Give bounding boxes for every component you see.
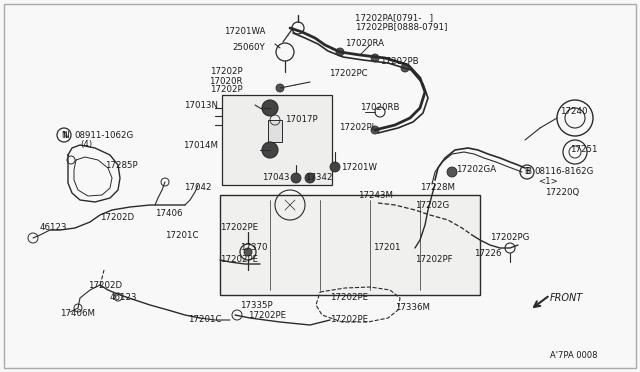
Text: 17202PF: 17202PF: [415, 256, 452, 264]
Text: 46123: 46123: [110, 294, 138, 302]
Text: 17336M: 17336M: [395, 304, 430, 312]
Text: FRONT: FRONT: [550, 293, 583, 303]
Text: 17017P: 17017P: [285, 115, 317, 125]
Text: 17251: 17251: [570, 145, 598, 154]
Text: B: B: [524, 167, 529, 176]
Text: 17220Q: 17220Q: [545, 189, 579, 198]
Text: A'7PA 0008: A'7PA 0008: [550, 350, 598, 359]
Text: 17020RB: 17020RB: [360, 103, 399, 112]
Text: 17201WA: 17201WA: [223, 28, 265, 36]
Circle shape: [244, 248, 252, 256]
Text: 17201W: 17201W: [341, 164, 377, 173]
Text: 17201C: 17201C: [165, 231, 198, 240]
Text: 17202G: 17202G: [415, 201, 449, 209]
Text: 17020RA: 17020RA: [345, 38, 384, 48]
Text: N: N: [61, 131, 67, 140]
Circle shape: [330, 162, 340, 172]
Circle shape: [291, 173, 301, 183]
Text: 17201C: 17201C: [188, 315, 221, 324]
Circle shape: [401, 64, 409, 72]
Text: 17406: 17406: [155, 208, 182, 218]
Text: 25060Y: 25060Y: [232, 44, 265, 52]
Text: 17042: 17042: [184, 183, 212, 192]
Text: 17202PE: 17202PE: [248, 311, 286, 320]
Text: (4): (4): [80, 140, 92, 148]
Text: 17202D: 17202D: [88, 280, 122, 289]
Text: 17013N: 17013N: [184, 100, 218, 109]
Text: 17202PA[0791-   ]: 17202PA[0791- ]: [355, 13, 433, 22]
Text: 17202PE: 17202PE: [220, 256, 258, 264]
Bar: [268, 120, 282, 142]
Circle shape: [447, 167, 457, 177]
Text: 17202PB: 17202PB: [380, 58, 419, 67]
Text: <1>: <1>: [538, 176, 557, 186]
Text: 17240: 17240: [560, 108, 588, 116]
Bar: [222, 95, 332, 185]
Text: 17202P: 17202P: [211, 67, 243, 77]
Text: 17043: 17043: [262, 173, 290, 183]
Text: 17243M: 17243M: [358, 190, 393, 199]
Text: 17285P: 17285P: [105, 160, 138, 170]
Text: N: N: [62, 131, 68, 140]
Circle shape: [276, 84, 284, 92]
Text: 46123: 46123: [40, 224, 67, 232]
Text: 08911-1062G: 08911-1062G: [74, 131, 133, 140]
Text: 17228M: 17228M: [420, 183, 455, 192]
Bar: [220, 195, 480, 295]
Text: 17202PG: 17202PG: [490, 234, 529, 243]
Text: 17342: 17342: [305, 173, 333, 183]
Text: 17014M: 17014M: [183, 141, 218, 150]
Text: B: B: [525, 167, 531, 176]
Circle shape: [371, 54, 379, 62]
Text: 17370: 17370: [240, 244, 268, 253]
Text: 17201: 17201: [373, 244, 401, 253]
Text: 17202GA: 17202GA: [456, 166, 496, 174]
Text: 17202PE: 17202PE: [220, 224, 258, 232]
Text: 17202P: 17202P: [211, 86, 243, 94]
Circle shape: [305, 173, 315, 183]
Text: 17202PC: 17202PC: [329, 70, 367, 78]
Text: 17202PI: 17202PI: [339, 124, 374, 132]
Text: 17226: 17226: [474, 248, 502, 257]
Circle shape: [262, 100, 278, 116]
Circle shape: [262, 142, 278, 158]
Text: 17202PB[0888-0791]: 17202PB[0888-0791]: [355, 22, 447, 32]
Text: 17406M: 17406M: [60, 308, 95, 317]
Circle shape: [336, 48, 344, 56]
Circle shape: [371, 126, 379, 134]
Text: 17335P: 17335P: [240, 301, 273, 310]
Text: 08116-8162G: 08116-8162G: [534, 167, 593, 176]
Text: 17202PE: 17202PE: [330, 294, 368, 302]
Text: 17202D: 17202D: [100, 214, 134, 222]
Text: 17020R: 17020R: [209, 77, 243, 86]
Text: 17202PE: 17202PE: [330, 315, 368, 324]
